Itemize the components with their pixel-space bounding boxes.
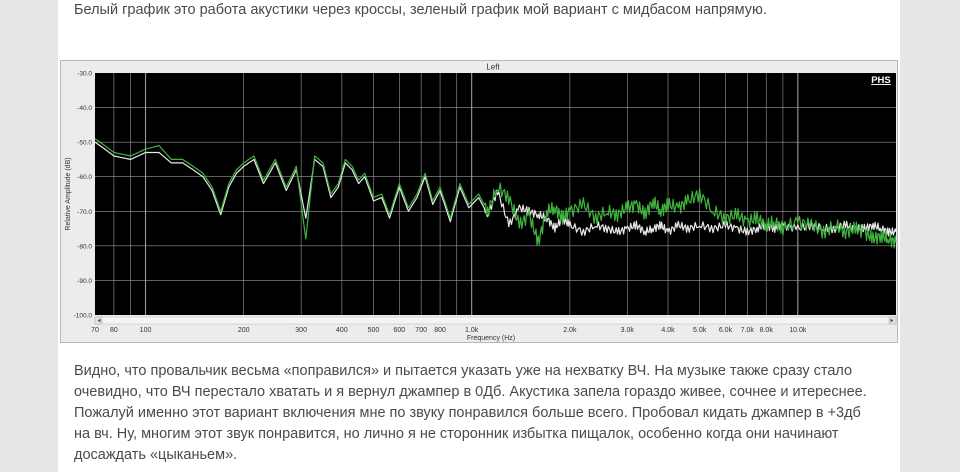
chart-window-title: Left	[486, 63, 500, 72]
x-tick-labels: 70 80 100 200 300 400 500 600 700 800 1.0k 2.0k 3.0k…	[91, 327, 807, 334]
x-tick-label: 4.0k	[661, 327, 675, 334]
y-tick-label: -100.0	[74, 313, 93, 320]
y-tick-label: -30.0	[77, 71, 92, 78]
x-tick-label: 600	[393, 327, 405, 334]
series-line	[94, 138, 897, 249]
scroll-right-arrow-icon	[890, 318, 894, 323]
intro-paragraph: Белый график это работа акустики через к…	[74, 2, 767, 18]
x-axis-label: Frequency (Hz)	[467, 335, 515, 342]
y-tick-label: -90.0	[77, 278, 92, 285]
horizontal-scrollbar[interactable]	[94, 316, 897, 325]
y-tick-label: -80.0	[77, 243, 92, 250]
x-tick-label: 1.0k	[465, 327, 479, 334]
response-chart-window: Left -30.0 -40.0 -50.0 -60.0 -70.0 -80.0 -90.0…	[60, 60, 898, 343]
x-tick-label: 2.0k	[563, 327, 577, 334]
y-axis-label: Relative Amplitude (dB)	[65, 157, 72, 230]
x-tick-label: 5.0k	[693, 327, 707, 334]
x-tick-label: 100	[140, 327, 152, 334]
x-tick-label: 700	[415, 327, 427, 334]
x-tick-label: 6.0k	[719, 327, 733, 334]
x-tick-label: 400	[336, 327, 348, 334]
y-tick-labels: -30.0 -40.0 -50.0 -60.0 -70.0 -80.0 -90.0 -100.…	[74, 71, 93, 320]
x-tick-label: 300	[295, 327, 307, 334]
x-tick-label: 10.0k	[789, 327, 807, 334]
x-tick-label: 8.0k	[760, 327, 774, 334]
body-paragraph: Видно, что провальчик весьма «поправился…	[74, 363, 867, 463]
x-tick-label: 3.0k	[621, 327, 635, 334]
x-tick-label: 70	[91, 327, 99, 334]
phs-logo: PHS	[871, 75, 891, 86]
series-layer	[94, 138, 897, 249]
scroll-left-arrow-icon	[97, 318, 101, 323]
x-tick-label: 800	[434, 327, 446, 334]
x-tick-label: 80	[110, 327, 118, 334]
x-tick-label: 7.0k	[741, 327, 755, 334]
y-tick-label: -70.0	[77, 209, 92, 216]
series-line	[94, 141, 897, 237]
y-tick-label: -60.0	[77, 174, 92, 181]
x-tick-label: 200	[238, 327, 250, 334]
article-card: Белый график это работа акустики через к…	[58, 0, 900, 472]
y-tick-label: -40.0	[77, 105, 92, 112]
x-tick-label: 500	[368, 327, 380, 334]
y-tick-label: -50.0	[77, 140, 92, 147]
frequency-response-chart: Left -30.0 -40.0 -50.0 -60.0 -70.0 -80.0 -90.0…	[65, 63, 897, 342]
